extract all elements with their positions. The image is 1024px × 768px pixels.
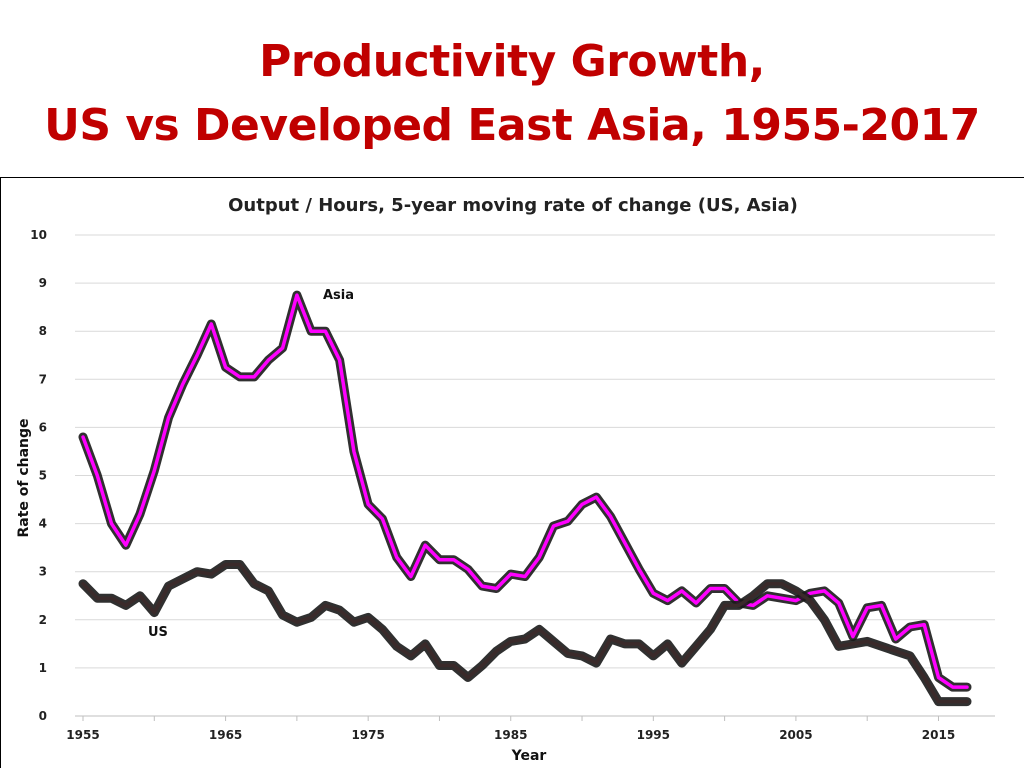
y-tick-label-10: 10 (30, 228, 47, 242)
y-tick-label-5: 5 (39, 469, 47, 483)
x-tick-label-1985: 1985 (494, 728, 527, 742)
y-tick-label-8: 8 (39, 324, 47, 338)
us-series-line (81, 562, 969, 704)
x-tick-label-2005: 2005 (779, 728, 812, 742)
y-tick-label-0: 0 (39, 709, 47, 723)
x-tick-label-2015: 2015 (922, 728, 955, 742)
axis-layer: 0 1 2 3 4 5 6 7 8 9 10 1955 1965 1975 1985 1995 2005 2015 (30, 228, 995, 742)
chart-title: Output / Hours, 5-year moving rate of ch… (228, 195, 798, 216)
x-tick-label-1965: 1965 (209, 728, 242, 742)
x-tick-label-1955: 1955 (66, 728, 99, 742)
y-tick-label-6: 6 (39, 420, 47, 434)
asia-series-outline (78, 290, 972, 692)
x-tick-label-1995: 1995 (637, 728, 670, 742)
asia-series-label: Asia (323, 288, 354, 303)
x-axis-label: Year (511, 748, 547, 764)
y-tick-label-9: 9 (39, 276, 47, 290)
us-series-outline (78, 560, 972, 707)
title-line-1: Productivity Growth, (259, 36, 765, 87)
y-tick-label-4: 4 (39, 517, 47, 531)
x-tick-label-1975: 1975 (351, 728, 384, 742)
y-tick-label-7: 7 (39, 372, 47, 386)
y-axis-label: Rate of change (16, 418, 32, 537)
y-tick-label-2: 2 (39, 613, 47, 627)
y-tick-label-1: 1 (39, 661, 47, 675)
grid-layer (75, 234, 995, 669)
productivity-line-chart: 0 1 2 3 4 5 6 7 8 9 10 1955 1965 1975 1985 1995 2005 2015… (16, 195, 995, 764)
chart-frame: 0 1 2 3 4 5 6 7 8 9 10 1955 1965 1975 1985 1995 2005 2015… (0, 177, 1024, 768)
series-layer (78, 290, 972, 707)
asia-series-line (81, 293, 969, 689)
y-tick-label-3: 3 (39, 565, 47, 579)
us-series-label: US (148, 625, 168, 640)
title-line-2: US vs Developed East Asia, 1955-2017 (44, 100, 980, 151)
slide-title: Productivity Growth, US vs Developed Eas… (0, 30, 1024, 158)
